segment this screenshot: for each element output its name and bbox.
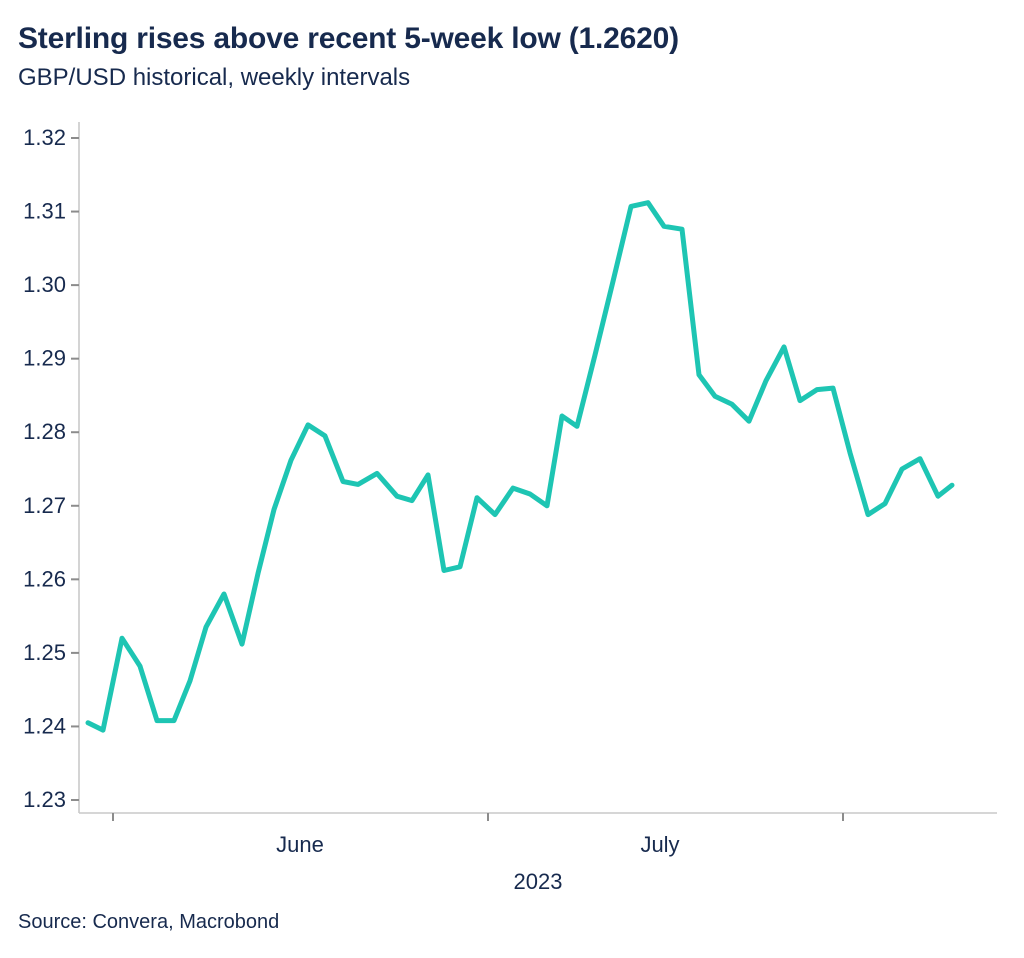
chart-title: Sterling rises above recent 5-week low (…: [18, 22, 679, 55]
y-tick-label: 1.31: [23, 199, 66, 224]
x-month-label: July: [640, 832, 679, 857]
y-tick-label: 1.27: [23, 493, 66, 518]
source-attribution: Source: Convera, Macrobond: [18, 911, 280, 933]
x-year-label: 2023: [514, 869, 563, 894]
y-tick-label: 1.25: [23, 640, 66, 665]
chart-header: Sterling rises above recent 5-week low (…: [18, 20, 1014, 94]
y-tick-label: 1.24: [23, 713, 66, 738]
x-month-label: June: [276, 832, 324, 857]
chart-subtitle: GBP/USD historical, weekly intervals: [18, 64, 411, 91]
y-tick-label: 1.26: [23, 566, 66, 591]
gbpusd-series-line: [85, 200, 955, 733]
y-tick-label: 1.30: [23, 272, 66, 297]
y-tick-label: 1.23: [23, 787, 66, 812]
y-tick-label: 1.32: [23, 125, 66, 150]
y-tick-label: 1.28: [23, 419, 66, 444]
y-tick-label: 1.29: [23, 346, 66, 371]
